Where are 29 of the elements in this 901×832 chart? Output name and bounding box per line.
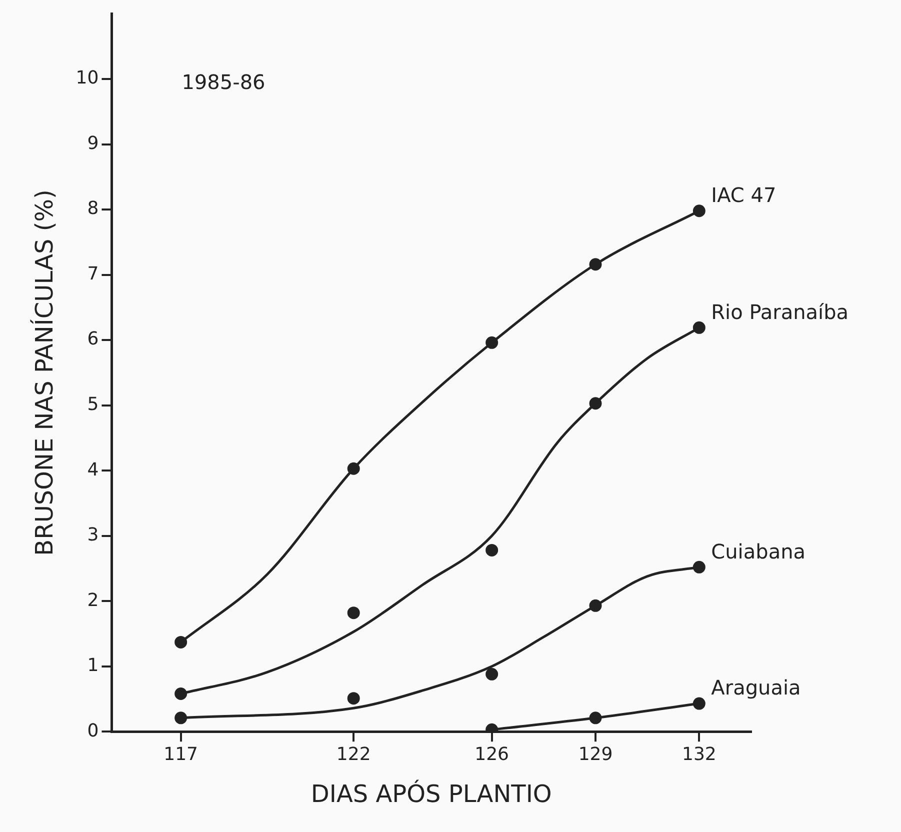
series-label: IAC 47 [711, 183, 776, 208]
y-tick-label: 4 [87, 459, 99, 480]
y-tick-label: 2 [87, 590, 99, 611]
y-tick-label: 3 [87, 524, 99, 546]
point [692, 560, 706, 574]
point [486, 668, 498, 680]
point [486, 544, 498, 556]
point [347, 692, 360, 705]
y-tick-label: 0 [87, 720, 99, 742]
series-label: Rio Paranaíba [711, 300, 849, 324]
x-axis-title: DIAS APÓS PLANTIO [310, 778, 552, 808]
y-tick-label: 5 [87, 394, 99, 415]
y-tick-label: 6 [87, 328, 99, 350]
y-tick-label: 8 [87, 198, 99, 220]
x-tick-label: 117 [164, 744, 198, 766]
point [347, 606, 360, 620]
y-tick-label: 10 [76, 68, 99, 89]
x-tick-label: 132 [682, 744, 716, 766]
series-label: Araguaia [711, 676, 801, 700]
point [174, 712, 188, 724]
series-label: Cuiabana [711, 539, 806, 564]
annotation: 1985-86 [182, 70, 266, 94]
x-tick-label: 129 [578, 744, 613, 766]
y-tick-label: 7 [87, 263, 99, 284]
y-axis-title: BRUSONE NAS PANÍCULAS (%) [30, 190, 59, 556]
y-tick-label: 1 [87, 655, 99, 676]
x-tick-label: 122 [336, 744, 371, 766]
x-tick-label: 126 [474, 744, 510, 766]
y-tick-label: 9 [87, 132, 99, 154]
